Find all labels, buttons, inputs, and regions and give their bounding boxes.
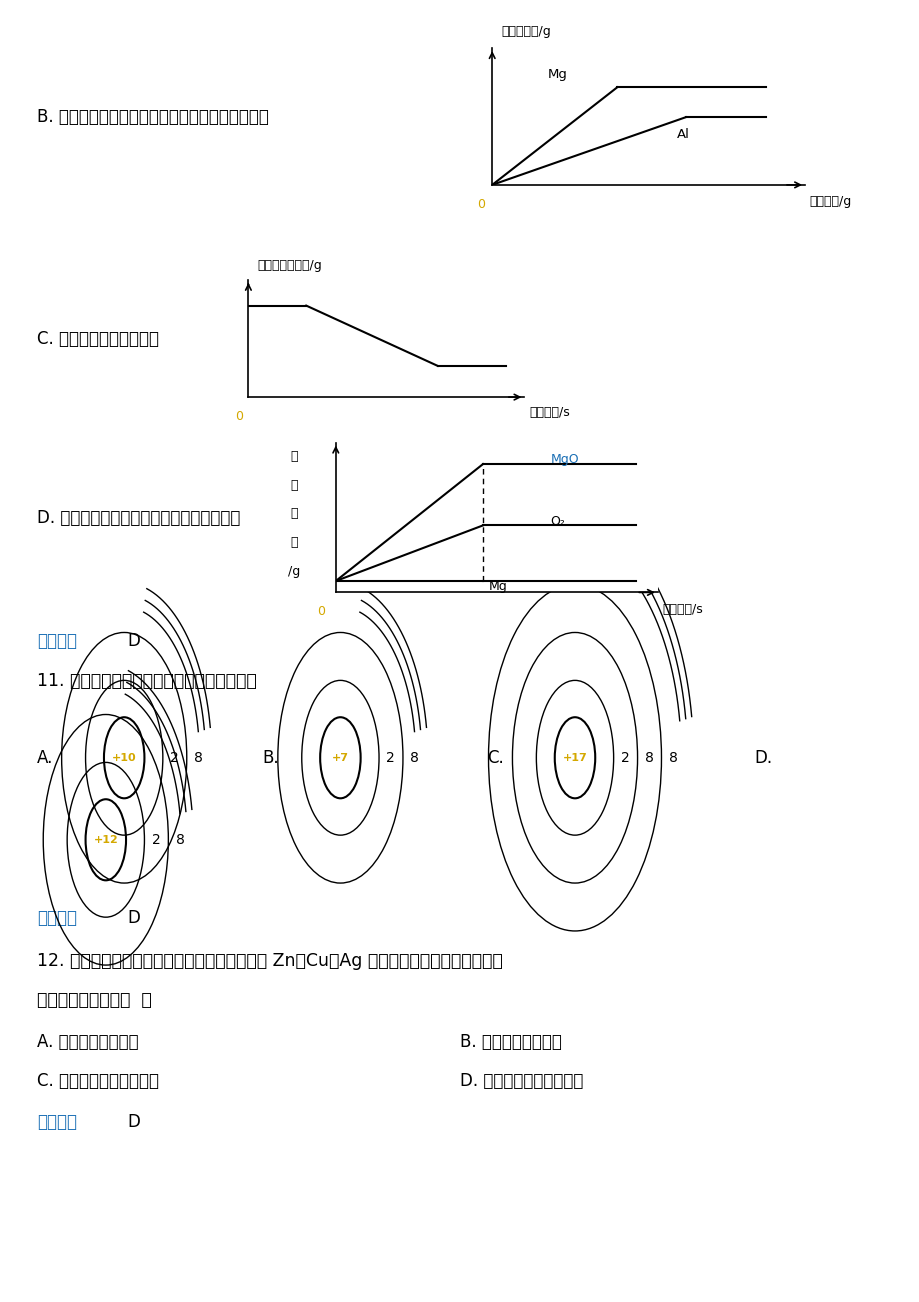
Text: A.: A. — [37, 749, 53, 767]
Text: D: D — [127, 1113, 140, 1131]
Text: /g: /g — [288, 565, 301, 578]
Text: O₂: O₂ — [550, 514, 565, 527]
Text: +17: +17 — [562, 753, 586, 763]
Text: 8: 8 — [644, 751, 653, 764]
Text: 0: 0 — [316, 605, 324, 618]
Text: 反应时间/s: 反应时间/s — [662, 603, 702, 616]
Text: B.: B. — [262, 749, 278, 767]
Text: C. 鍛烧一定质量的石灰石: C. 鍛烧一定质量的石灰石 — [37, 329, 159, 348]
Text: 0: 0 — [476, 198, 484, 211]
Text: 0: 0 — [234, 410, 243, 423]
Text: 8: 8 — [194, 751, 203, 764]
Text: 2: 2 — [170, 751, 179, 764]
Text: Al: Al — [676, 128, 689, 141]
Text: D. 等质量的镁和氧气在点燃条件下完全反应: D. 等质量的镁和氧气在点燃条件下完全反应 — [37, 509, 240, 526]
Text: D. 将锶片放入硫酸银溢液: D. 将锶片放入硫酸银溢液 — [460, 1072, 583, 1090]
Text: 量: 量 — [290, 536, 298, 549]
Text: 2: 2 — [620, 751, 630, 764]
Text: 反应时间/s: 反应时间/s — [528, 406, 569, 419]
Text: C. 将铜片放入硫酸银溢液: C. 将铜片放入硫酸银溢液 — [37, 1072, 159, 1090]
Text: 剩余固体的质量/g: 剩余固体的质量/g — [257, 259, 322, 272]
Text: D: D — [127, 909, 140, 927]
Text: Mg: Mg — [547, 68, 567, 81]
Text: 不必进行的实验是（  ）: 不必进行的实验是（ ） — [37, 991, 152, 1009]
Text: 的: 的 — [290, 508, 298, 521]
Text: 质: 质 — [290, 479, 298, 492]
Text: Mg: Mg — [489, 581, 507, 594]
Text: 物: 物 — [290, 450, 298, 464]
Text: +12: +12 — [94, 835, 118, 845]
Text: 2: 2 — [386, 751, 395, 764]
Text: 气体的质量/g: 气体的质量/g — [501, 25, 550, 38]
Text: C.: C. — [487, 749, 504, 767]
Text: 2: 2 — [152, 833, 161, 846]
Text: D.: D. — [754, 749, 772, 767]
Text: D: D — [127, 631, 140, 650]
Text: 12. 下列四个实验中只需要完成三个就可以证明 Zn、Cu、Ag 三种金属的活动性顺序，其中: 12. 下列四个实验中只需要完成三个就可以证明 Zn、Cu、Ag 三种金属的活动… — [37, 952, 502, 970]
Text: 金属质量/g: 金属质量/g — [809, 195, 851, 208]
Text: +7: +7 — [332, 753, 348, 763]
Text: 8: 8 — [668, 751, 677, 764]
Text: 11. 下列粒子结构示意图中，表示阳离子的是: 11. 下列粒子结构示意图中，表示阳离子的是 — [37, 672, 256, 690]
Text: B. 将铜片放入稀硫酸: B. 将铜片放入稀硫酸 — [460, 1032, 562, 1051]
Text: 8: 8 — [176, 833, 185, 846]
Text: 【答案】: 【答案】 — [37, 631, 76, 650]
Text: 【答案】: 【答案】 — [37, 909, 76, 927]
Text: MgO: MgO — [550, 453, 578, 466]
Text: 【答案】: 【答案】 — [37, 1113, 76, 1131]
Text: 8: 8 — [410, 751, 419, 764]
Text: B. 向两份完全相同的稀盐酸中分刹加入镁粉、铝粉: B. 向两份完全相同的稀盐酸中分刹加入镁粉、铝粉 — [37, 108, 268, 125]
Text: A. 将锶片放入稀硫酸: A. 将锶片放入稀硫酸 — [37, 1032, 138, 1051]
Text: +10: +10 — [112, 753, 136, 763]
